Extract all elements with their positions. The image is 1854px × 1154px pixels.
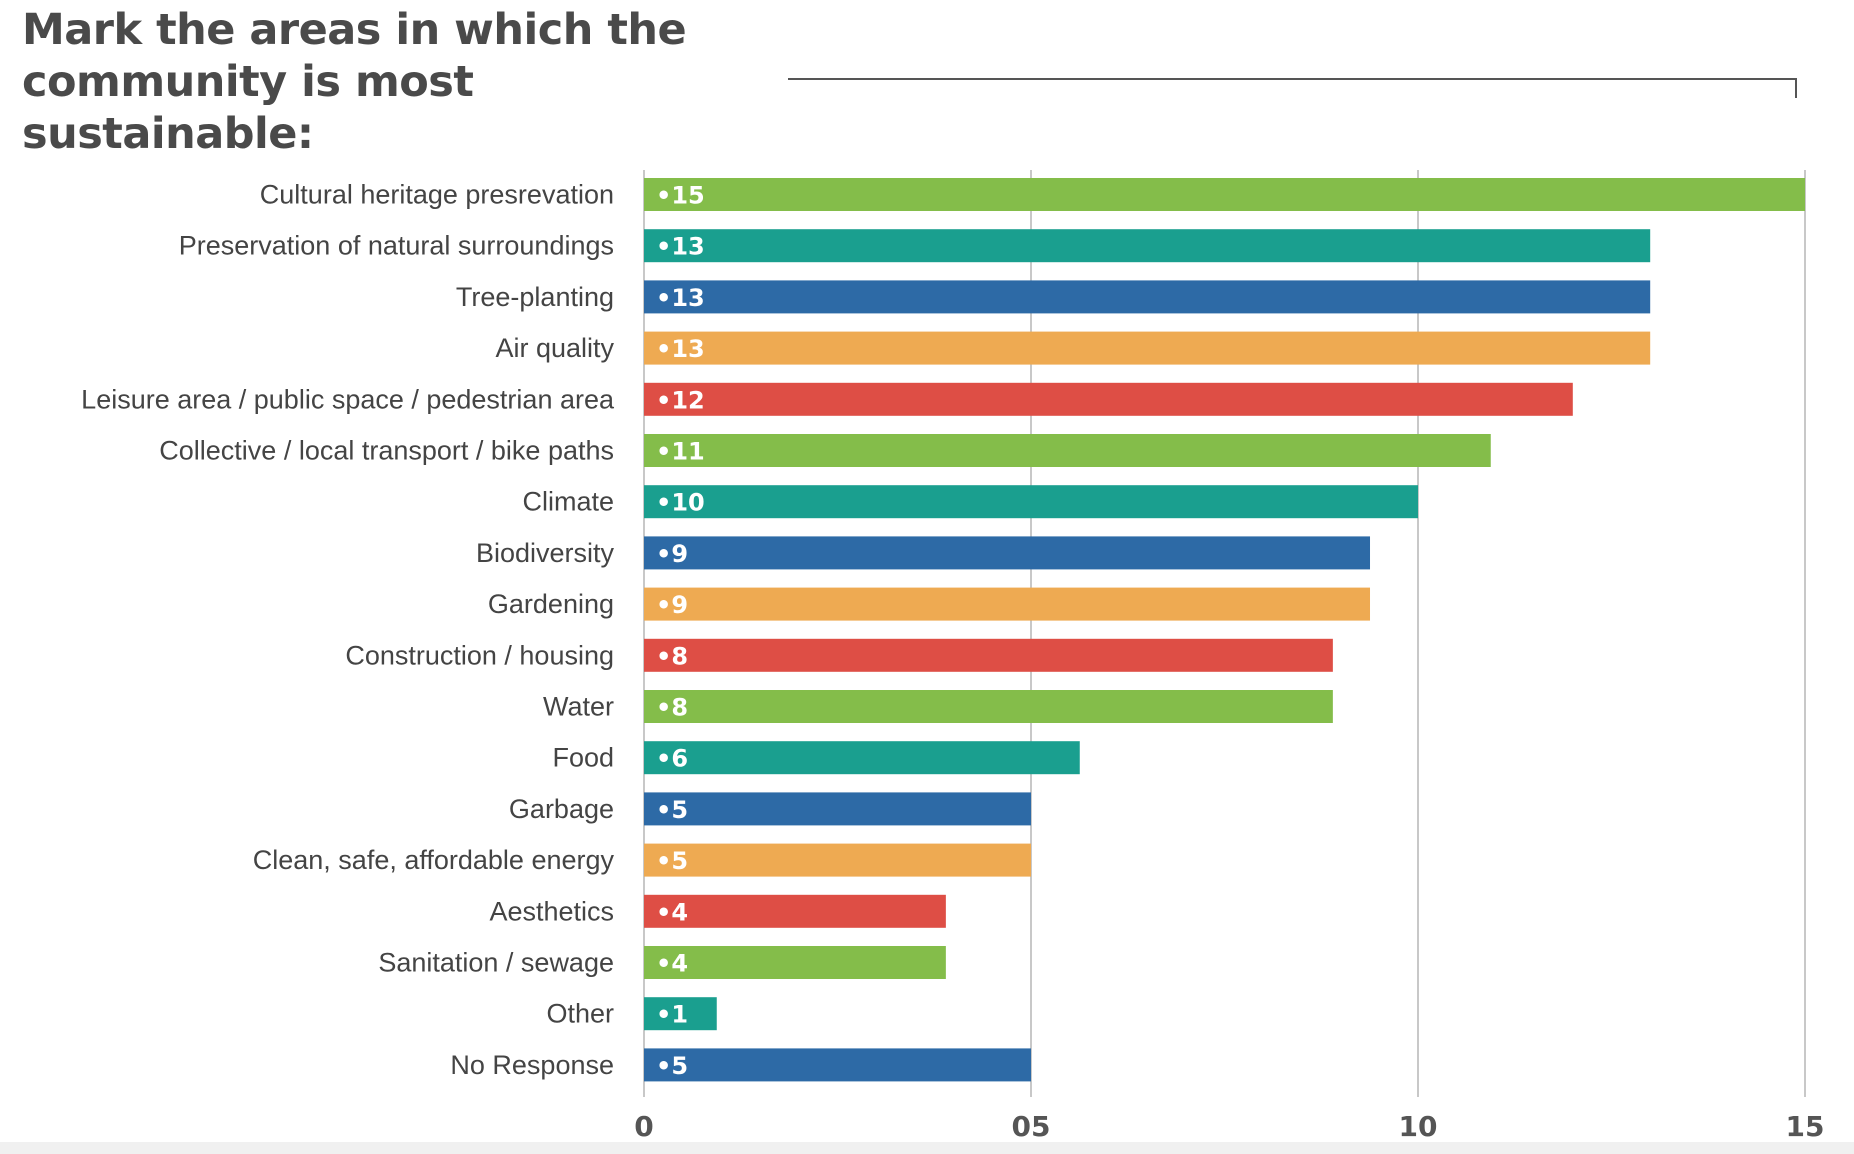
value-label: •9 xyxy=(656,591,688,619)
bar-7 xyxy=(644,485,1418,519)
bar-1 xyxy=(644,178,1805,211)
title-divider xyxy=(788,78,1797,80)
category-label: Climate xyxy=(522,487,614,517)
x-axis-tick-labels: 0 05 10 15 xyxy=(634,1110,1824,1143)
value-labels: •15 •13 •13 •13 •12 •11 •10 •9 •9 •8 •8 •6 •5 •5 •4 •4 •… xyxy=(656,182,705,1080)
bars xyxy=(644,178,1805,1082)
category-label: Gardening xyxy=(488,589,614,619)
bar-5 xyxy=(644,382,1573,416)
bar-13 xyxy=(644,792,1031,826)
bar-10 xyxy=(644,638,1333,672)
title-divider-end-tick xyxy=(1795,78,1797,98)
bar-18 xyxy=(644,1048,1031,1082)
category-label: Other xyxy=(546,999,614,1029)
x-tick-label: 15 xyxy=(1786,1110,1825,1143)
category-label: Leisure area / public space / pedestrian… xyxy=(81,384,615,414)
bottom-strip xyxy=(0,1142,1854,1154)
category-label: Preservation of natural surroundings xyxy=(179,231,614,261)
bar-15 xyxy=(644,894,946,928)
category-label: No Response xyxy=(450,1050,614,1080)
value-label: •5 xyxy=(656,847,688,875)
category-label: Cultural heritage presrevation xyxy=(260,180,614,210)
bar-3 xyxy=(644,280,1651,314)
category-label: Aesthetics xyxy=(489,896,614,926)
value-label: •9 xyxy=(656,540,688,568)
value-label: •8 xyxy=(656,642,688,670)
value-label: •13 xyxy=(656,284,705,312)
grid-lines xyxy=(643,170,1806,1097)
category-label: Tree-planting xyxy=(456,282,614,312)
category-label: Garbage xyxy=(509,794,614,824)
category-label: Construction / housing xyxy=(345,640,614,670)
category-label: Air quality xyxy=(495,333,614,363)
value-label: •13 xyxy=(656,335,705,363)
value-label: •13 xyxy=(656,233,705,261)
category-label: Clean, safe, affordable energy xyxy=(253,845,615,875)
value-label: •12 xyxy=(656,386,705,414)
category-label: Biodiversity xyxy=(476,538,615,568)
value-label: •5 xyxy=(656,1052,688,1080)
category-label: Water xyxy=(543,692,614,722)
category-label: Sanitation / sewage xyxy=(378,948,614,978)
bar-2 xyxy=(644,229,1651,263)
bar-11 xyxy=(644,690,1333,723)
value-label: •10 xyxy=(656,489,705,517)
bar-14 xyxy=(644,843,1031,877)
bar-9 xyxy=(644,587,1371,621)
x-tick-label: 05 xyxy=(1012,1110,1051,1143)
bar-8 xyxy=(644,536,1371,570)
value-label: •4 xyxy=(656,950,688,978)
bar-17 xyxy=(644,997,717,1031)
value-label: •8 xyxy=(656,694,688,722)
value-label: •11 xyxy=(656,438,705,466)
chart-title: Mark the areas in which the community is… xyxy=(22,5,687,159)
x-tick-label: 10 xyxy=(1399,1110,1438,1143)
bar-12 xyxy=(644,741,1080,775)
category-labels: Cultural heritage presrevation Preservati… xyxy=(81,180,615,1080)
bar-16 xyxy=(644,946,946,979)
value-label: •1 xyxy=(656,1001,688,1029)
value-label: •5 xyxy=(656,796,688,824)
category-label: Collective / local transport / bike path… xyxy=(159,436,614,466)
value-label: •15 xyxy=(656,182,705,210)
category-label: Food xyxy=(552,743,614,773)
bar-6 xyxy=(644,434,1491,467)
value-label: •6 xyxy=(656,745,688,773)
value-label: •4 xyxy=(656,898,688,926)
bar-4 xyxy=(644,331,1651,365)
x-tick-label: 0 xyxy=(634,1110,653,1143)
